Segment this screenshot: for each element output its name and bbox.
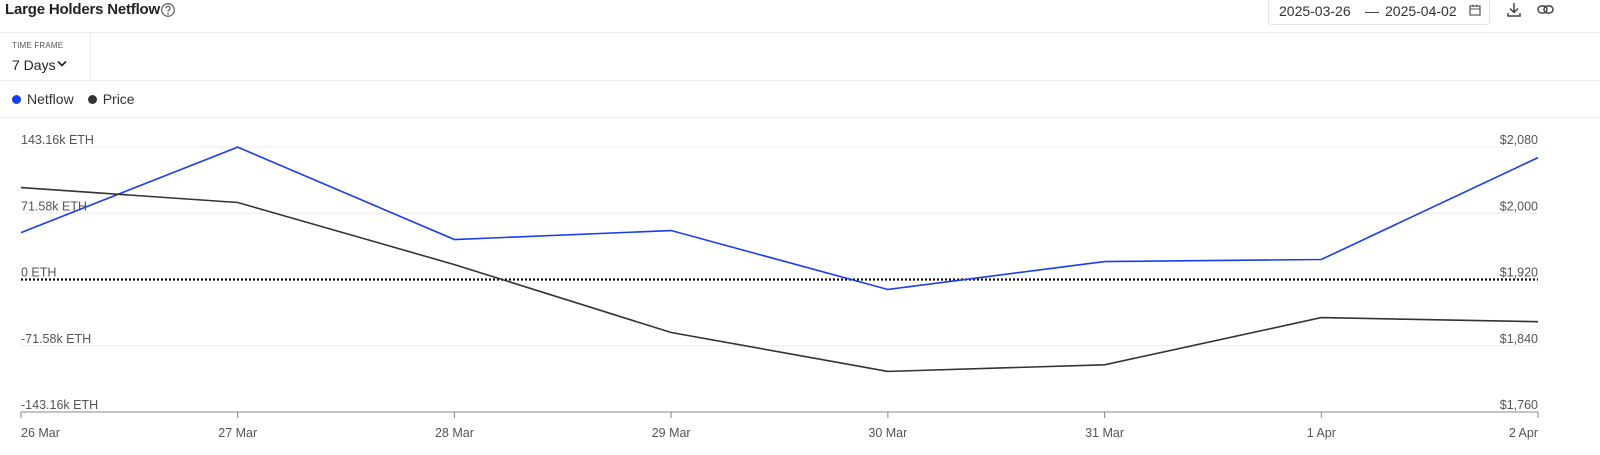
y2-tick-label: $2,000 — [1500, 199, 1538, 213]
chart: 143.16k ETH 71.58k ETH 0 ETH -71.58k ETH -14… — [20, 133, 1539, 440]
x-tick-label: 29 Mar — [652, 426, 691, 440]
x-tick-label: 27 Mar — [218, 426, 257, 440]
date-range-picker[interactable]: 2025-03-26 — 2025-04-02 — [1268, 0, 1490, 25]
legend-label: Netflow — [27, 91, 74, 107]
x-tick-label: 1 Apr — [1307, 426, 1336, 440]
x-tick-label: 28 Mar — [435, 426, 474, 440]
series-line — [20, 146, 1539, 291]
legend-marker — [87, 94, 97, 104]
date-end: 2025-04-02 — [1385, 3, 1457, 19]
date-separator: — — [1365, 3, 1379, 19]
toolbar-icons — [1507, 3, 1554, 17]
y2-tick-label: $1,920 — [1500, 266, 1538, 280]
y-tick-label: 143.16k ETH — [21, 133, 94, 147]
y2-tick-label: $2,080 — [1500, 133, 1538, 147]
link-icon[interactable] — [1537, 5, 1554, 14]
page-title: Large Holders Netflow — [5, 1, 160, 18]
x-tick-label: 26 Mar — [21, 426, 60, 440]
y-tick-label: -143.16k ETH — [21, 398, 98, 412]
help-icon[interactable] — [160, 2, 176, 18]
y2-tick-label: $1,760 — [1500, 398, 1538, 412]
time-frame-box — [0, 33, 91, 80]
x-tick-label: 30 Mar — [868, 426, 907, 440]
legend: Netflow Price — [12, 91, 135, 107]
y-tick-label: -71.58k ETH — [21, 332, 91, 346]
y-tick-label: 0 ETH — [21, 266, 56, 280]
calendar-icon — [1469, 4, 1481, 16]
divider — [0, 80, 1600, 81]
date-start: 2025-03-26 — [1279, 3, 1351, 19]
download-icon[interactable] — [1507, 3, 1521, 17]
x-tick-label: 2 Apr — [1509, 426, 1538, 440]
x-tick-label: 31 Mar — [1085, 426, 1124, 440]
divider — [0, 32, 1600, 33]
y-tick-label: 71.58k ETH — [21, 199, 87, 213]
time-frame-label: TIME FRAME — [12, 41, 64, 50]
series-line — [20, 186, 1539, 373]
legend-item[interactable]: Price — [87, 91, 135, 107]
y2-tick-label: $1,840 — [1500, 332, 1538, 346]
legend-item[interactable]: Netflow — [12, 91, 74, 107]
time-frame-select[interactable]: 7 Days — [12, 57, 56, 73]
divider — [0, 117, 1600, 118]
legend-marker — [12, 94, 21, 104]
legend-label: Price — [102, 91, 135, 107]
dropdown-caret[interactable] — [57, 60, 67, 68]
